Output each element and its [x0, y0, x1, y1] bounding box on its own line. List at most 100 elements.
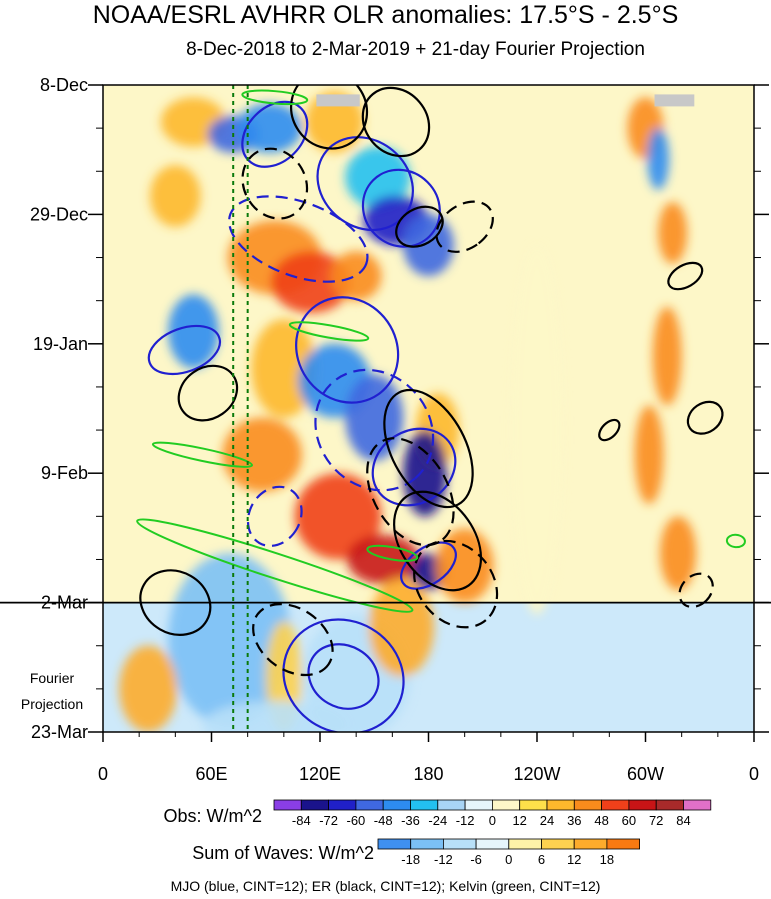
anomaly-blob-12 [251, 319, 317, 418]
er-contour-24 [667, 261, 704, 291]
obs-cb-swatch-3 [355, 799, 384, 811]
er-contour-20 [393, 490, 483, 592]
mjo-contour-6 [314, 368, 435, 492]
mjo-contour-8 [246, 485, 303, 547]
obs-cb-swatch-0 [273, 799, 302, 811]
anomaly-blob-33 [368, 577, 434, 677]
obs-cb-level-4: -36 [401, 813, 420, 828]
obs-cb-level-9: 24 [540, 813, 554, 828]
missing-data-marker-1 [654, 94, 695, 107]
anomaly-blob-31 [119, 645, 178, 732]
y-tick-label-2: 19-Jan [33, 334, 88, 354]
obs-cb-level-12: 60 [622, 813, 636, 828]
y-tick-label-3: 9-Feb [41, 463, 88, 483]
obs-cb-level-3: -48 [374, 813, 393, 828]
anomaly-blob-7 [150, 165, 201, 227]
x-tick-label-6: 0 [749, 764, 759, 784]
waves-colorbar-label: Sum of Waves: W/m^2 [192, 843, 374, 863]
obs-cb-level-13: 72 [649, 813, 663, 828]
x-tick-label-0: 0 [98, 764, 108, 784]
obs-cb-level-11: 48 [594, 813, 608, 828]
obs-colorbar: -84 -72 -60 -48 -36 -24 -12 0 12 24 36 48 60 72 84 [273, 799, 712, 828]
obs-cb-level-2: -60 [347, 813, 366, 828]
obs-cb-swatch-6 [437, 799, 466, 811]
anomaly-blob-34 [202, 701, 348, 732]
obs-cb-level-6: -12 [456, 813, 475, 828]
hovmoller-chart: 0 60E 120E 180 120W 60W 08-Dec29-Dec19-Jan9-Fe… [0, 75, 771, 867]
x-tick-label-1: 60E [195, 764, 227, 784]
er-contour-25 [686, 400, 724, 435]
chart-subtitle: 8-Dec-2018 to 2-Mar-2019 + 21-day Fourie… [186, 39, 645, 60]
er-contour-13 [361, 86, 431, 158]
kelvin-contour-31 [151, 441, 254, 468]
er-contour-18 [383, 388, 474, 509]
x-tick-label-3: 180 [413, 764, 443, 784]
kelvin-contour-32 [366, 544, 419, 562]
waves-cb-level-3: 0 [505, 852, 512, 867]
anomaly-blob-29 [168, 553, 292, 726]
chart-footer: MJO (blue, CINT=12); ER (black, CINT=12)… [170, 878, 601, 894]
er-contour-12 [290, 85, 369, 150]
mjo-contour-5 [295, 296, 400, 404]
obs-cb-swatch-5 [410, 799, 439, 811]
kelvin-contour-30 [241, 89, 309, 106]
obs-cb-level-5: -24 [428, 813, 447, 828]
obs-cb-swatch-2 [328, 799, 357, 811]
obs-cb-level-1: -72 [319, 813, 338, 828]
waves-cb-swatch-7 [606, 838, 641, 850]
anomaly-blob-22 [511, 245, 563, 615]
obs-cb-swatch-9 [519, 799, 548, 811]
mjo-contour-2 [361, 168, 441, 248]
y-tick-label-0: 8-Dec [40, 75, 88, 95]
mjo-contour-3 [228, 195, 369, 283]
obs-cb-level-8: 12 [512, 813, 526, 828]
obs-cb-swatch-14 [655, 799, 684, 811]
obs-cb-swatch-1 [300, 799, 329, 811]
anomaly-blob-28 [659, 516, 697, 591]
x-tick-label-2: 120E [299, 764, 341, 784]
mjo-contour-7 [371, 427, 457, 507]
mjo-contour-9 [400, 541, 457, 590]
anomaly-blob-16 [222, 417, 302, 492]
waves-cb-swatch-0 [377, 838, 412, 850]
obs-cb-swatch-4 [382, 799, 411, 811]
obs-cb-swatch-12 [601, 799, 630, 811]
obs-cb-level-7: 0 [489, 813, 496, 828]
anomaly-blob-2 [236, 103, 302, 153]
projection-label-line1: Fourier [30, 670, 75, 686]
waves-cb-level-2: -6 [470, 852, 482, 867]
er-contour-15 [435, 200, 494, 253]
x-tick-label-4: 120W [513, 764, 560, 784]
missing-data-marker-0 [316, 94, 360, 107]
kelvin-contour-29 [288, 321, 370, 342]
kelvin-contour-33 [725, 533, 746, 549]
mjo-contour-10 [282, 618, 405, 732]
waves-cb-level-1: -12 [434, 852, 453, 867]
obs-cb-level-14: 84 [676, 813, 690, 828]
er-contour-27 [598, 418, 621, 442]
waves-cb-level-4: 6 [538, 852, 545, 867]
projection-label-line2: Projection [21, 696, 83, 712]
er-contour-22 [139, 569, 212, 636]
missing-markers [316, 94, 695, 107]
obs-cb-swatch-8 [491, 799, 521, 811]
er-contour-19 [366, 437, 455, 547]
waves-cb-level-5: 12 [567, 852, 581, 867]
y-tick-label-5: 23-Mar [31, 722, 88, 742]
obs-cb-swatch-11 [573, 799, 602, 811]
waves-cb-swatch-4 [508, 838, 542, 850]
y-tick-label-4: 2-Mar [41, 593, 88, 613]
waves-colorbar: -18 -12 -6 0 6 12 18 [377, 838, 641, 867]
waves-cb-swatch-5 [541, 838, 575, 850]
axes: 0 60E 120E 180 120W 60W 0 8-Dec 29-Dec 19-Jan 9-Fe… [30, 75, 769, 784]
y-tick-label-1: 29-Dec [30, 204, 88, 224]
obs-cb-swatch-7 [464, 799, 493, 811]
obs-colorbar-label: Obs: W/m^2 [164, 806, 262, 826]
anomaly-blob-11 [168, 294, 219, 369]
waves-cb-level-6: 18 [600, 852, 614, 867]
waves-cb-swatch-6 [573, 838, 608, 850]
mjo-contour-4 [147, 324, 222, 376]
obs-cb-swatch-10 [546, 799, 575, 811]
chart-title: NOAA/ESRL AVHRR OLR anomalies: 17.5°S - … [92, 1, 679, 29]
er-contour-16 [395, 205, 444, 248]
